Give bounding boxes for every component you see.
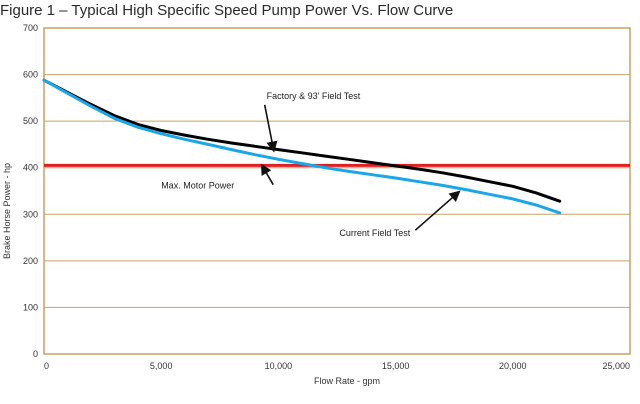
y-tick-label-0: 0 [33, 349, 38, 359]
x-tick-label-5: 25,000 [602, 361, 630, 371]
y-tick-label-4: 400 [23, 163, 38, 173]
series-lines [42, 78, 562, 215]
y-axis-title: Brake Horse Power - hp [2, 163, 12, 259]
x-axis-title: Flow Rate - gpm [314, 376, 380, 386]
y-tick-label-7: 700 [23, 23, 38, 33]
annotations: Factory & 93' Field Test Max. Motor Power… [161, 91, 461, 238]
y-tick-label-5: 500 [23, 116, 38, 126]
y-tick-label-6: 600 [23, 70, 38, 80]
annotation-label-2: Current Field Test [339, 228, 410, 238]
annotation-arrow-1 [260, 163, 274, 186]
grid [44, 74, 630, 308]
x-tick-label-2: 10,000 [265, 361, 293, 371]
chart-title: Figure 1 – Typical High Specific Speed P… [0, 2, 454, 19]
annotation-label-0: Factory & 93' Field Test [267, 91, 361, 101]
series-line-0 [42, 78, 562, 203]
annotation-label-1: Max. Motor Power [161, 181, 234, 191]
x-tick-labels: 0 5,000 10,000 15,000 20,000 25,000 [44, 361, 630, 371]
series-line-1 [42, 78, 562, 215]
plot-frame [43, 27, 631, 355]
x-tick-label-3: 15,000 [382, 361, 410, 371]
x-tick-label-0: 0 [44, 361, 49, 371]
x-tick-label-4: 20,000 [499, 361, 527, 371]
y-tick-label-1: 100 [23, 302, 38, 312]
annotation-arrow-2 [414, 190, 461, 231]
y-tick-label-2: 200 [23, 256, 38, 266]
x-tick-label-1: 5,000 [150, 361, 173, 371]
y-tick-labels: 0 100 200 300 400 500 600 700 [23, 23, 38, 359]
y-tick-label-3: 300 [23, 209, 38, 219]
annotation-arrow-0 [263, 104, 278, 153]
